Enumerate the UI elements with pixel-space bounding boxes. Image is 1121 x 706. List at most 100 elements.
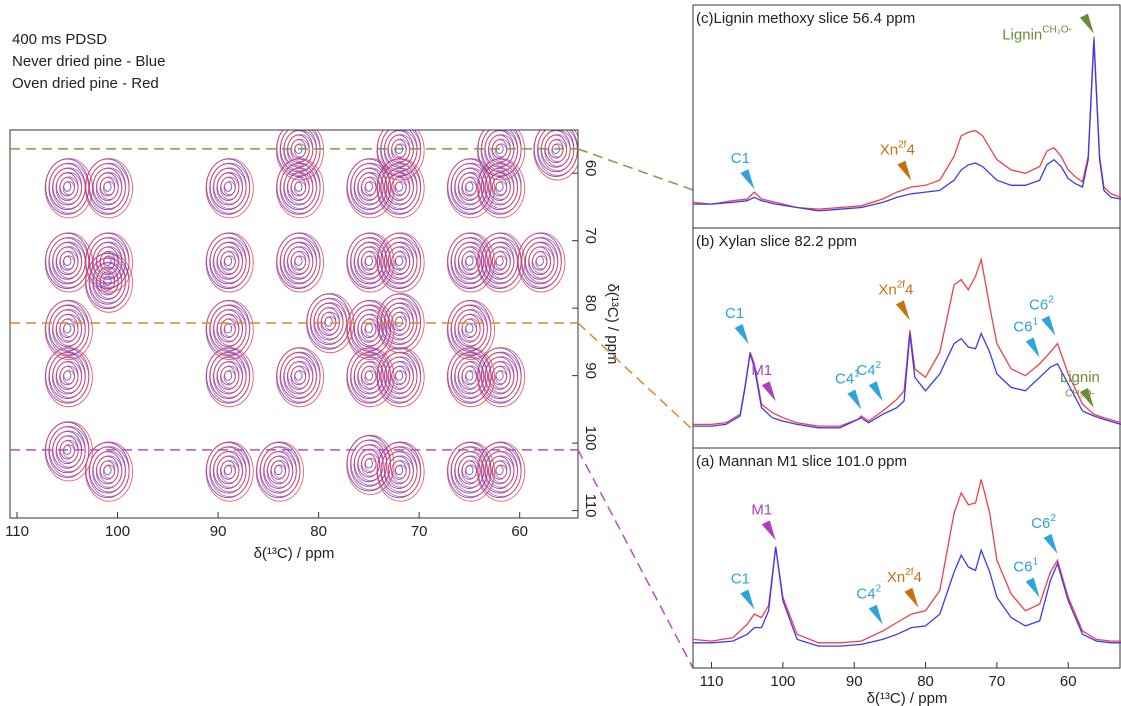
- annotation-arrow: [1041, 315, 1056, 336]
- contour-line: [92, 261, 126, 304]
- contour-line: [283, 167, 317, 210]
- contour-line: [495, 370, 508, 385]
- contour-line: [59, 439, 79, 463]
- contour-line: [216, 246, 243, 279]
- contour-line: [62, 322, 75, 337]
- annotation-arrow: [734, 324, 749, 344]
- contour-line: [279, 130, 321, 176]
- contour-line: [349, 351, 391, 403]
- cross-peak: [205, 347, 254, 408]
- contour-line: [457, 171, 485, 205]
- contour-line: [55, 360, 83, 394]
- contour-line: [450, 162, 492, 214]
- contour-line: [477, 158, 526, 219]
- annotation-label: C42: [856, 583, 881, 602]
- spectrum-line: [692, 479, 1121, 644]
- contour-line: [376, 130, 425, 181]
- contour-line: [88, 257, 130, 309]
- annotation-label: Xn2f4: [878, 279, 913, 298]
- contour-line: [454, 356, 488, 398]
- contour-line: [454, 450, 488, 493]
- contour-line: [353, 241, 388, 284]
- contour-line: [48, 162, 90, 214]
- y-tick-label: 60: [582, 160, 599, 177]
- contour-line: [55, 246, 83, 279]
- contour-line: [360, 176, 381, 200]
- contour-line: [223, 464, 236, 479]
- cross-peak: [44, 347, 93, 408]
- contour-line: [390, 250, 411, 275]
- contour-line: [480, 162, 522, 214]
- contour-line: [55, 171, 83, 205]
- contour-line: [102, 464, 116, 479]
- contour-line: [62, 181, 75, 196]
- contour-line: [346, 299, 395, 360]
- x-tick-label: 90: [846, 673, 863, 690]
- contour-line: [92, 450, 126, 493]
- contour-line: [376, 158, 425, 219]
- contour-line: [387, 360, 414, 394]
- cross-peak: [446, 299, 495, 360]
- contour-line: [387, 171, 414, 205]
- contour-line: [540, 130, 575, 172]
- contour-line: [357, 313, 384, 347]
- contour-line: [544, 134, 571, 167]
- annotation-sup: 2: [876, 360, 882, 371]
- contour-line: [528, 246, 555, 279]
- cross-peak: [205, 232, 254, 293]
- contour-line: [293, 181, 307, 196]
- cross-peak: [306, 293, 355, 354]
- contour-line: [223, 181, 236, 196]
- annotation-label: C1: [731, 150, 750, 167]
- contour-line: [270, 459, 290, 484]
- contour-line: [533, 130, 578, 181]
- contour-line: [390, 311, 411, 335]
- contour-line: [220, 318, 240, 342]
- contour-line: [283, 356, 317, 398]
- contour-line: [480, 130, 522, 176]
- contour-line: [390, 365, 411, 389]
- contour-line: [457, 313, 485, 347]
- contour-line: [205, 158, 254, 219]
- contour-line: [209, 446, 251, 498]
- contour-line: [495, 255, 508, 270]
- annotation-label: C42: [856, 360, 881, 379]
- annotation-arrow: [897, 160, 912, 181]
- annotation-post: 4: [914, 569, 922, 586]
- annotation-sub: CH₃O-: [1065, 389, 1095, 400]
- contour-line: [461, 250, 481, 275]
- contour-line: [88, 162, 130, 214]
- contour-line: [55, 435, 83, 468]
- contour-line: [283, 241, 317, 284]
- contour-line: [44, 347, 93, 408]
- contour-line: [520, 236, 562, 288]
- annotation-sup: 1: [854, 368, 860, 379]
- contour-line: [209, 304, 251, 356]
- annotation-text: Lignin: [1060, 369, 1100, 386]
- contour-line: [394, 181, 407, 196]
- annotation-arrow: [1043, 533, 1058, 554]
- contour-line: [216, 455, 243, 488]
- panel-title: (b) Xylan slice 82.2 ppm: [696, 233, 857, 250]
- annotation-sup: 2f: [897, 279, 906, 290]
- annotation-arrow: [868, 381, 883, 402]
- cross-peak: [446, 232, 495, 293]
- annotation-text: M1: [751, 501, 772, 518]
- contour-line: [59, 176, 79, 200]
- contour-line: [353, 443, 388, 486]
- contour-line: [495, 143, 508, 158]
- contour-line: [212, 356, 247, 398]
- contour-line: [487, 455, 515, 488]
- contour-line: [487, 246, 515, 279]
- cross-peak: [477, 158, 526, 219]
- annotation-label: C1: [731, 570, 750, 587]
- contour-line: [205, 441, 254, 502]
- panel-frame: [692, 447, 1121, 669]
- contour-line: [212, 309, 247, 351]
- contour-line: [51, 167, 86, 210]
- contour-line: [484, 450, 518, 493]
- contour-line: [364, 181, 377, 196]
- contour-line: [88, 236, 130, 288]
- cross-peak: [446, 158, 495, 219]
